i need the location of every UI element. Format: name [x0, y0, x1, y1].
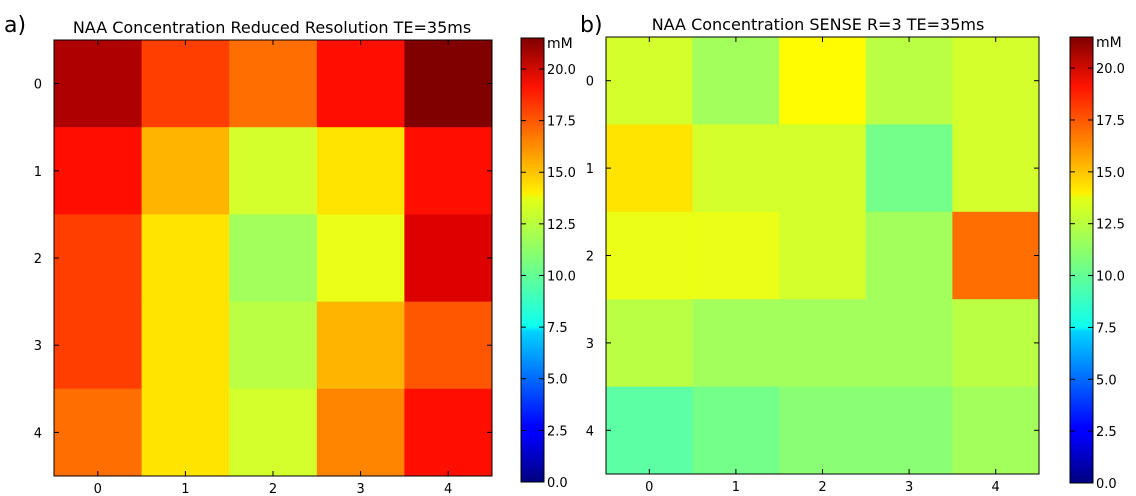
x-tick-label: 2: [818, 480, 826, 495]
heatmap-cell-r2-c1: [692, 211, 780, 300]
heatmap-cell-r2-c1: [141, 214, 230, 303]
heatmap-cell-r1-c4: [404, 127, 493, 215]
heatmap-cell-r0-c0: [54, 40, 143, 128]
colorbar-tick-label: 0.0: [547, 476, 568, 491]
heatmap-cell-r2-c3: [865, 211, 953, 300]
heatmap-cell-r2-c0: [54, 214, 143, 303]
colorbar-tick-label: 17.5: [1096, 114, 1125, 129]
x-tick-label: 0: [645, 480, 653, 495]
panel-label: a): [4, 13, 26, 38]
heatmap-cell-r1-c0: [606, 124, 694, 213]
heatmap-cell-r1-c2: [779, 124, 867, 213]
colorbar-tick-label: 2.5: [547, 424, 568, 439]
heatmap-cell-r1-c3: [316, 127, 405, 215]
y-tick-label: 1: [34, 165, 42, 180]
x-tick-label: 1: [732, 480, 740, 495]
y-tick-label: 2: [34, 252, 42, 267]
heatmap-cell-r3-c3: [865, 299, 953, 388]
x-tick-label: 3: [905, 480, 913, 495]
heatmap-cell-r3-c4: [404, 301, 493, 390]
heatmap-panel-1: a) NAA Concentration Reduced Resolution T…: [4, 13, 576, 496]
heatmap-cell-r1-c4: [952, 124, 1040, 213]
heatmap-cell-r3-c3: [316, 301, 405, 390]
heatmap-cell-r2-c2: [229, 214, 318, 303]
y-tick-label: 4: [586, 424, 594, 439]
colorbar-tick-label: 2.5: [1096, 425, 1117, 440]
colorbar-tick-label: 5.0: [547, 373, 568, 388]
heatmap-cell-r2-c0: [606, 211, 694, 300]
heatmap-cell-r3-c0: [54, 301, 143, 390]
colorbar-tick-label: 12.5: [1096, 218, 1125, 233]
heatmap-cell-r0-c2: [779, 37, 867, 125]
heatmap-cell-r0-c0: [606, 37, 694, 125]
heatmap-cell-r2-c2: [779, 211, 867, 300]
y-tick-label: 1: [586, 162, 594, 177]
x-tick-label: 2: [269, 482, 277, 496]
colorbar-tick-label: 17.5: [547, 115, 576, 130]
heatmap-cell-r2-c3: [316, 214, 405, 303]
heatmap-cell-r0-c1: [141, 40, 230, 128]
heatmap-cell-r3-c1: [692, 299, 780, 388]
colorbar-unit-label: mM: [547, 36, 573, 52]
heatmap-cell-r2-c4: [952, 211, 1040, 300]
heatmap-cell-r3-c1: [141, 301, 230, 390]
heatmap-cell-r4-c2: [779, 386, 867, 475]
heatmap-cell-r1-c1: [692, 124, 780, 213]
x-tick-label: 3: [356, 482, 364, 496]
x-tick-label: 4: [992, 480, 1000, 495]
colorbar-tick-label: 7.5: [547, 321, 568, 336]
heatmap-cell-r3-c2: [229, 301, 318, 390]
heatmap-cell-r4-c2: [229, 388, 318, 477]
heatmap-cell-r4-c3: [865, 386, 953, 475]
heatmap-cell-r1-c1: [141, 127, 230, 215]
colorbar-tick-label: 10.0: [547, 269, 576, 284]
colorbar-tick-label: 10.0: [1096, 270, 1125, 285]
x-tick-label: 1: [181, 482, 189, 496]
x-tick-label: 4: [444, 482, 452, 496]
colorbar-tick-label: 5.0: [1096, 373, 1117, 388]
y-tick-label: 0: [34, 78, 42, 93]
y-tick-label: 4: [34, 426, 42, 441]
heatmap-cell-r4-c4: [952, 386, 1040, 475]
heatmap-cell-r1-c0: [54, 127, 143, 215]
heatmap-cell-r0-c2: [229, 40, 318, 128]
heatmap-cell-r4-c1: [141, 388, 230, 477]
colorbar-tick-label: 15.0: [1096, 166, 1125, 181]
colorbar-tick-label: 20.0: [547, 63, 576, 78]
x-tick-label: 0: [94, 482, 102, 496]
colorbar-tick-label: 7.5: [1096, 321, 1117, 336]
y-tick-label: 3: [34, 339, 42, 354]
colorbar-unit-label: mM: [1096, 35, 1122, 51]
chart-title: NAA Concentration Reduced Resolution TE=…: [73, 18, 471, 37]
colorbar-tick-label: 20.0: [1096, 62, 1125, 77]
heatmap-cell-r1-c3: [865, 124, 953, 213]
heatmap-cell-r0-c1: [692, 37, 780, 125]
colorbar-tick-label: 15.0: [547, 166, 576, 181]
heatmap-cell-r0-c3: [316, 40, 405, 128]
heatmap-cell-r3-c0: [606, 299, 694, 388]
colorbar-tick-label: 12.5: [547, 218, 576, 233]
heatmap-cell-r0-c4: [404, 40, 493, 128]
y-tick-label: 3: [586, 337, 594, 352]
heatmap-cell-r4-c4: [404, 388, 493, 477]
heatmap-cell-r4-c0: [54, 388, 143, 477]
colorbar: [1069, 36, 1094, 484]
y-tick-label: 2: [586, 250, 594, 265]
heatmap-cell-r4-c1: [692, 386, 780, 475]
heatmap-cell-r3-c4: [952, 299, 1040, 388]
heatmap-cell-r0-c3: [865, 37, 953, 125]
colorbar-tick-label: 0.0: [1096, 477, 1117, 492]
heatmap-cell-r3-c2: [779, 299, 867, 388]
heatmap-cell-r1-c2: [229, 127, 318, 215]
heatmap-cell-r4-c3: [316, 388, 405, 477]
heatmap-cell-r4-c0: [606, 386, 694, 475]
heatmap-cell-r2-c4: [404, 214, 493, 303]
y-tick-label: 0: [586, 75, 594, 90]
colorbar: [520, 37, 545, 483]
heatmap-cell-r0-c4: [952, 37, 1040, 125]
panel-label: b): [580, 13, 603, 38]
chart-title: NAA Concentration SENSE R=3 TE=35ms: [652, 15, 985, 34]
